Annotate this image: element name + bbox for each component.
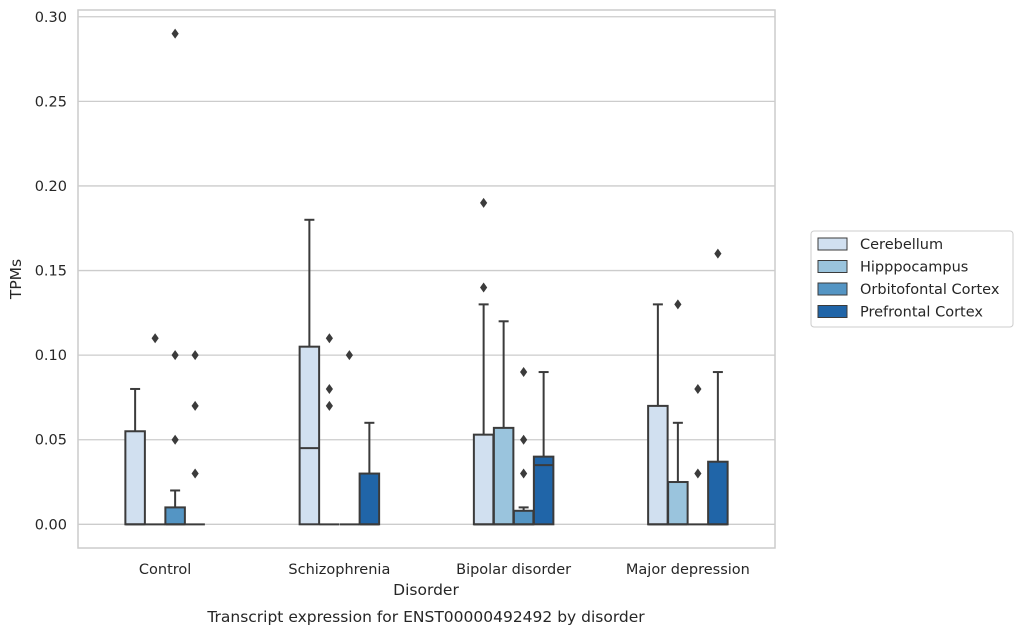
- x-tick-label: Control: [139, 562, 191, 578]
- outlier-point: [520, 367, 528, 378]
- grid-lines: [78, 16, 775, 525]
- y-tick-label: 0.05: [35, 433, 67, 449]
- box-group: [164, 28, 186, 526]
- outlier-point: [694, 468, 702, 479]
- legend-label: Cerebellum: [860, 237, 943, 253]
- x-axis-label: Disorder: [393, 581, 459, 599]
- box: [124, 430, 146, 526]
- box-group: [647, 303, 669, 526]
- box-group: [358, 421, 381, 526]
- outlier-point: [191, 350, 199, 361]
- box-group: [145, 333, 165, 526]
- y-axis-ticks: 0.00 0.05 0.10 0.15 0.20 0.25 0.30: [35, 10, 67, 534]
- box: [707, 460, 729, 526]
- box-group: [688, 383, 708, 526]
- legend-item: Orbitofontal Cortex: [817, 282, 1000, 298]
- outlier-point: [191, 468, 199, 479]
- box: [358, 472, 381, 526]
- box: [298, 345, 321, 526]
- legend-item: Cerebellum: [817, 237, 943, 253]
- outlier-point: [694, 383, 702, 394]
- outlier-point: [171, 350, 179, 361]
- box: [492, 426, 515, 526]
- x-tick-label: Bipolar disorder: [456, 562, 571, 578]
- legend-swatch: [817, 260, 848, 273]
- box-group: [512, 367, 535, 526]
- outlier-point: [325, 383, 333, 394]
- box: [667, 481, 689, 526]
- box: [472, 433, 495, 526]
- outlier-point: [151, 333, 159, 344]
- series-orbitofontal-cortex: [164, 28, 708, 526]
- legend-item: Prefrontal Cortex: [817, 305, 983, 321]
- legend-swatch: [817, 282, 848, 296]
- outlier-point: [480, 282, 488, 293]
- outlier-point: [325, 333, 333, 344]
- y-tick-label: 0.20: [35, 179, 67, 195]
- box-group: [298, 218, 321, 526]
- legend: Cerebellum Hipppocampus Orbitofontal Corte…: [810, 230, 1014, 328]
- box-group: [339, 350, 360, 526]
- outlier-point: [345, 350, 353, 361]
- outlier-point: [674, 299, 682, 310]
- outlier-point: [480, 197, 488, 208]
- y-axis-label: TPMs: [7, 259, 25, 300]
- box-group: [124, 387, 146, 526]
- legend-frame: [810, 230, 1014, 328]
- box-group: [492, 320, 515, 526]
- box: [164, 506, 186, 526]
- y-tick-label: 0.10: [35, 348, 67, 364]
- outlier-point: [520, 468, 528, 479]
- legend-swatch: [817, 237, 848, 251]
- box-group: [532, 371, 555, 526]
- y-tick-label: 0.25: [35, 94, 67, 110]
- series-prefrontal-cortex: [185, 248, 729, 526]
- outlier-point: [191, 400, 199, 411]
- outlier-point: [325, 400, 333, 411]
- series-cerebellum: [124, 197, 669, 526]
- box: [532, 455, 555, 526]
- legend-label: Prefrontal Cortex: [860, 305, 983, 321]
- legend-item: Hipppocampus: [817, 260, 968, 276]
- y-tick-label: 0.30: [35, 10, 67, 26]
- legend-label: Hipppocampus: [860, 260, 968, 276]
- box-group: [707, 248, 729, 526]
- x-tick-label: Schizophrenia: [288, 562, 390, 578]
- box-group: [472, 197, 495, 526]
- box: [647, 404, 669, 526]
- y-tick-label: 0.15: [35, 264, 67, 280]
- outlier-point: [520, 434, 528, 445]
- x-axis-ticks: Control Schizophrenia Bipolar disorder Majo…: [139, 562, 750, 578]
- outlier-point: [171, 28, 179, 39]
- x-tick-label: Major depression: [626, 562, 750, 578]
- outlier-point: [714, 248, 722, 259]
- outlier-point: [171, 434, 179, 445]
- plot-frame: [77, 9, 776, 549]
- box-group: [667, 299, 689, 526]
- box-group: [319, 333, 340, 526]
- box-group: [185, 350, 205, 526]
- legend-label: Orbitofontal Cortex: [860, 282, 1000, 298]
- chart-caption: Transcript expression for ENST0000049249…: [206, 608, 645, 626]
- box-plot-series: [124, 28, 729, 526]
- legend-swatch: [817, 305, 848, 318]
- series-hipppocampus: [145, 299, 689, 526]
- y-tick-label: 0.00: [35, 517, 67, 533]
- box: [512, 509, 535, 526]
